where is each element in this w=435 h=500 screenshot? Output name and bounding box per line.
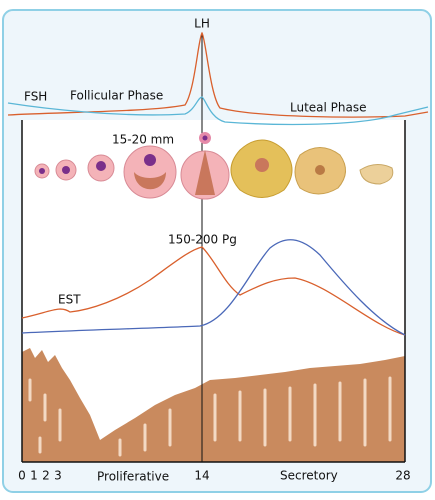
axes xyxy=(21,35,406,463)
day-label: 14 xyxy=(194,469,209,483)
estrogen-curve xyxy=(21,246,406,336)
fsh-label: FSH xyxy=(24,90,47,104)
day-label: 2 xyxy=(42,469,50,483)
secretory-label: Secretory xyxy=(280,469,338,483)
day-label: 28 xyxy=(395,469,410,483)
day-label: 0 xyxy=(18,469,26,483)
follicular-label: Follicular Phase xyxy=(70,89,163,103)
lh-label: LH xyxy=(194,17,210,31)
fsh-curve xyxy=(7,96,429,126)
progesterone-curve xyxy=(21,239,406,336)
follicles xyxy=(34,132,394,200)
follicle-size: 15-20 mm xyxy=(112,133,174,147)
estrogen-peak: 150-200 Pg xyxy=(168,233,237,247)
luteal-label: Luteal Phase xyxy=(290,101,367,115)
glands xyxy=(28,376,392,457)
day-label: 1 xyxy=(30,469,38,483)
lh-curve xyxy=(7,31,429,118)
proliferative-label: Proliferative xyxy=(97,470,169,484)
day-label: 3 xyxy=(54,469,62,483)
estrogen-label: EST xyxy=(58,293,81,307)
